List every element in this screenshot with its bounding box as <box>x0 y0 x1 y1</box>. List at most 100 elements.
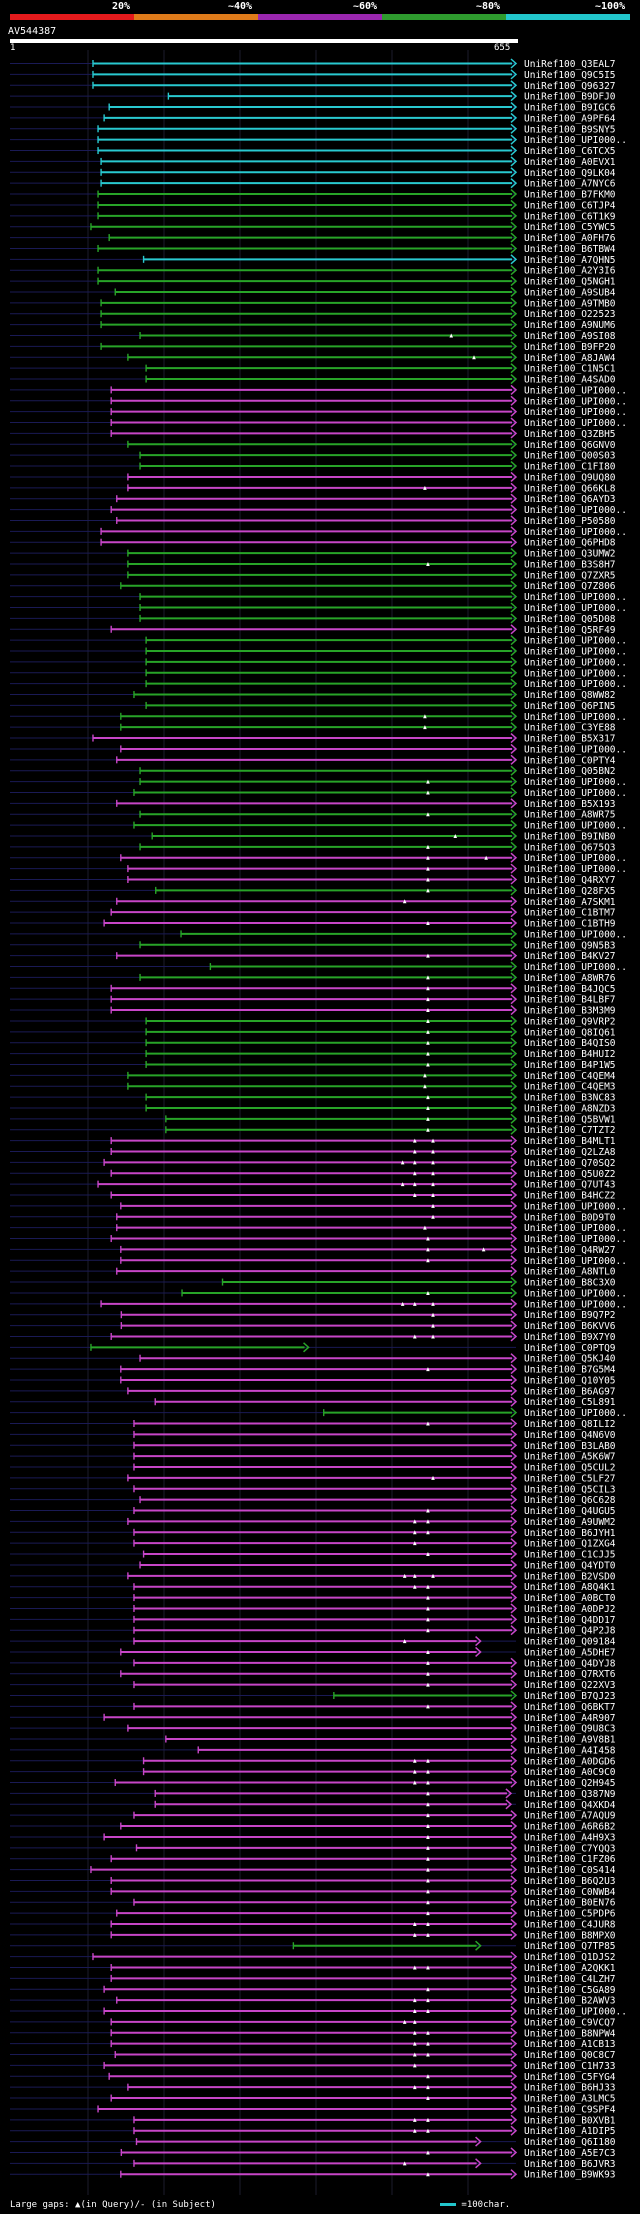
hit-label[interactable]: UniRef100_UPI000.. <box>524 712 627 723</box>
hit-label[interactable]: UniRef100_UPI000.. <box>524 1408 627 1419</box>
hit-label[interactable]: UniRef100_Q4P2J8 <box>524 1626 616 1637</box>
hit-label[interactable]: UniRef100_Q3ZBH5 <box>524 429 616 440</box>
hit-label[interactable]: UniRef100_UPI000.. <box>524 592 627 603</box>
hit-label[interactable]: UniRef100_A5K6W7 <box>524 1452 616 1463</box>
hit-label[interactable]: UniRef100_C5PDP6 <box>524 1909 616 1920</box>
hit-label[interactable]: UniRef100_A3LMC5 <box>524 2094 616 2105</box>
hit-label[interactable]: UniRef100_B9X7Y0 <box>524 1332 616 1343</box>
hit-label[interactable]: UniRef100_C6T1K9 <box>524 211 616 222</box>
hit-label[interactable]: UniRef100_Q7TP85 <box>524 1941 616 1952</box>
hit-label[interactable]: UniRef100_C5L891 <box>524 1397 616 1408</box>
hit-label[interactable]: UniRef100_A4I458 <box>524 1745 616 1756</box>
hit-label[interactable]: UniRef100_Q5KJ40 <box>524 1354 616 1365</box>
hit-label[interactable]: UniRef100_C1FZ06 <box>524 1854 616 1865</box>
hit-label[interactable]: UniRef100_B5X317 <box>524 734 616 745</box>
hit-label[interactable]: UniRef100_Q1ZXG4 <box>524 1539 616 1550</box>
hit-label[interactable]: UniRef100_A8WR76 <box>524 973 616 984</box>
hit-label[interactable]: UniRef100_A0BCT0 <box>524 1593 616 1604</box>
hit-label[interactable]: UniRef100_B8MPX0 <box>524 1930 616 1941</box>
hit-label[interactable]: UniRef100_Q8ILI2 <box>524 1419 616 1430</box>
hit-label[interactable]: UniRef100_UPI000.. <box>524 864 627 875</box>
hit-label[interactable]: UniRef100_B9SNY5 <box>524 124 616 135</box>
hit-label[interactable]: UniRef100_A4SAD0 <box>524 375 616 386</box>
hit-label[interactable]: UniRef100_A7NYC6 <box>524 179 616 190</box>
hit-label[interactable]: UniRef100_B6JVR3 <box>524 2159 616 2170</box>
hit-label[interactable]: UniRef100_B9Q7P2 <box>524 1310 616 1321</box>
hit-label[interactable]: UniRef100_Q2LZA8 <box>524 1147 616 1158</box>
hit-label[interactable]: UniRef100_A1DIP5 <box>524 2126 616 2137</box>
hit-label[interactable]: UniRef100_Q5RF49 <box>524 625 616 636</box>
hit-label[interactable]: UniRef100_B7FKM0 <box>524 190 616 201</box>
hit-label[interactable]: UniRef100_A7QHN5 <box>524 255 616 266</box>
hit-label[interactable]: UniRef100_Q8WW82 <box>524 690 616 701</box>
hit-label[interactable]: UniRef100_Q6PIN5 <box>524 701 616 712</box>
hit-label[interactable]: UniRef100_A9NUM6 <box>524 320 616 331</box>
hit-label[interactable]: UniRef100_Q675Q3 <box>524 842 616 853</box>
hit-label[interactable]: UniRef100_UPI000.. <box>524 788 627 799</box>
hit-label[interactable]: UniRef100_B2VSD0 <box>524 1571 616 1582</box>
hit-label[interactable]: UniRef100_Q0C8C7 <box>524 2050 616 2061</box>
hit-label[interactable]: UniRef100_Q05BN2 <box>524 766 616 777</box>
hit-label[interactable]: UniRef100_A9SUB4 <box>524 287 616 298</box>
hit-label[interactable]: UniRef100_Q28FX5 <box>524 886 616 897</box>
hit-label[interactable]: UniRef100_UPI000.. <box>524 418 627 429</box>
hit-label[interactable]: UniRef100_UPI000.. <box>524 647 627 658</box>
hit-label[interactable]: UniRef100_Q1DJS2 <box>524 1952 616 1963</box>
hit-label[interactable]: UniRef100_A5E7C3 <box>524 2148 616 2159</box>
hit-label[interactable]: UniRef100_C1BTM7 <box>524 908 616 919</box>
hit-label[interactable]: UniRef100_A8NZD3 <box>524 1103 616 1114</box>
hit-label[interactable]: UniRef100_Q9UQ80 <box>524 472 616 483</box>
hit-label[interactable]: UniRef100_Q3UMW2 <box>524 549 616 560</box>
hit-label[interactable]: UniRef100_Q96327 <box>524 81 616 92</box>
hit-label[interactable]: UniRef100_Q9N5B3 <box>524 940 616 951</box>
hit-label[interactable]: UniRef100_C3YE88 <box>524 723 616 734</box>
hit-label[interactable]: UniRef100_C1FI80 <box>524 462 616 473</box>
hit-label[interactable]: UniRef100_UPI000.. <box>524 1234 627 1245</box>
hit-label[interactable]: UniRef100_UPI000.. <box>524 1299 627 1310</box>
hit-label[interactable]: UniRef100_B4QIS0 <box>524 1038 616 1049</box>
hit-label[interactable]: UniRef100_Q4DD17 <box>524 1615 616 1626</box>
hit-label[interactable]: UniRef100_Q9LK04 <box>524 168 616 179</box>
hit-label[interactable]: UniRef100_UPI000.. <box>524 636 627 647</box>
hit-label[interactable]: UniRef100_Q6AYD3 <box>524 494 616 505</box>
hit-label[interactable]: UniRef100_B3NC83 <box>524 1093 616 1104</box>
hit-label[interactable]: UniRef100_C0PTQ9 <box>524 1343 616 1354</box>
hit-label[interactable]: UniRef100_B6AG97 <box>524 1386 616 1397</box>
hit-label[interactable]: UniRef100_Q9VRP2 <box>524 1016 616 1027</box>
hit-label[interactable]: UniRef100_Q4DYJ8 <box>524 1658 616 1669</box>
hit-label[interactable]: UniRef100_UPI000.. <box>524 385 627 396</box>
hit-label[interactable]: UniRef100_Q5CUL2 <box>524 1463 616 1474</box>
hit-label[interactable]: UniRef100_Q4RW27 <box>524 1245 616 1256</box>
hit-label[interactable]: UniRef100_C4QEM3 <box>524 1082 616 1093</box>
hit-label[interactable]: UniRef100_C1H733 <box>524 2061 616 2072</box>
hit-label[interactable]: UniRef100_A8NTL0 <box>524 1267 616 1278</box>
hit-label[interactable]: UniRef100_A7AQU9 <box>524 1811 616 1822</box>
hit-label[interactable]: UniRef100_B4KV27 <box>524 951 616 962</box>
hit-label[interactable]: UniRef100_UPI000.. <box>524 135 627 146</box>
hit-label[interactable]: UniRef100_B5X193 <box>524 799 616 810</box>
hit-label[interactable]: UniRef100_B8C3X0 <box>524 1278 616 1289</box>
hit-label[interactable]: UniRef100_C4JUR8 <box>524 1919 616 1930</box>
hit-label[interactable]: UniRef100_C0PTY4 <box>524 755 616 766</box>
hit-label[interactable]: UniRef100_C1N5C1 <box>524 364 616 375</box>
hit-label[interactable]: UniRef100_A0EVX1 <box>524 157 616 168</box>
hit-label[interactable]: UniRef100_A8WR75 <box>524 810 616 821</box>
hit-label[interactable]: UniRef100_B3LAB0 <box>524 1441 616 1452</box>
hit-label[interactable]: UniRef100_C0NWB4 <box>524 1887 616 1898</box>
hit-label[interactable]: UniRef100_Q3EAL7 <box>524 59 616 70</box>
hit-label[interactable]: UniRef100_Q6C628 <box>524 1495 616 1506</box>
hit-label[interactable]: UniRef100_Q8IQ61 <box>524 1027 616 1038</box>
hit-label[interactable]: UniRef100_B8NPW4 <box>524 2028 616 2039</box>
hit-label[interactable]: UniRef100_UPI000.. <box>524 1223 627 1234</box>
hit-label[interactable]: UniRef100_Q9U8C3 <box>524 1724 616 1735</box>
hit-label[interactable]: UniRef100_B0EN76 <box>524 1898 616 1909</box>
hit-label[interactable]: UniRef100_A9UWM2 <box>524 1517 616 1528</box>
hit-label[interactable]: UniRef100_UPI000.. <box>524 1288 627 1299</box>
hit-label[interactable]: UniRef100_B4LBF7 <box>524 995 616 1006</box>
hit-label[interactable]: UniRef100_B4P1W5 <box>524 1060 616 1071</box>
hit-label[interactable]: UniRef100_Q6PHD8 <box>524 538 616 549</box>
hit-label[interactable]: UniRef100_C0S414 <box>524 1865 616 1876</box>
hit-label[interactable]: UniRef100_UPI000.. <box>524 777 627 788</box>
hit-label[interactable]: UniRef100_UPI000.. <box>524 1201 627 1212</box>
hit-label[interactable]: UniRef100_Q9C5I5 <box>524 70 616 81</box>
